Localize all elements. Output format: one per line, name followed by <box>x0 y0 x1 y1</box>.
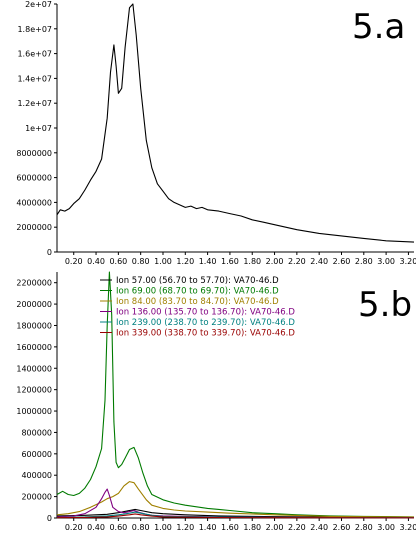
panel-b-legend: Ion 57.00 (56.70 to 57.70): VA70-46.DIon… <box>100 276 295 339</box>
panel-a-chart: 0 2000000 4000000 6000000 8000000 1e+07 1.2e+0… <box>16 0 416 266</box>
y-tick-label: 1800000 <box>16 321 52 330</box>
x-tick-label: 0.80 <box>132 523 150 532</box>
y-tick-label: 2000000 <box>16 223 52 232</box>
x-tick-label: 2.20 <box>288 257 306 266</box>
x-tick-label: 1.40 <box>199 523 217 532</box>
x-tick-label: 0.20 <box>65 257 83 266</box>
y-tick-label: 400000 <box>21 471 52 480</box>
panel-b-label: 5.b <box>358 285 412 325</box>
y-tick-label: 2e+07 <box>25 0 52 9</box>
legend-entry: Ion 339.00 (338.70 to 339.70): VA70-46.D <box>116 329 295 339</box>
y-tick-label: 1.6e+07 <box>17 50 52 59</box>
x-tick-label: 1.40 <box>199 257 217 266</box>
x-tick-label: 2.20 <box>288 523 306 532</box>
y-tick-label: 0 <box>47 248 52 257</box>
x-tick-label: 2.80 <box>355 523 373 532</box>
x-tick-label: 1.00 <box>154 523 172 532</box>
x-tick-label: 1.60 <box>221 523 239 532</box>
y-tick-label: 1.2e+07 <box>17 99 52 108</box>
x-tick-label: 2.00 <box>266 257 284 266</box>
x-tick-label: 2.00 <box>266 523 284 532</box>
series-line-3 <box>56 481 415 518</box>
panel-a-x-ticks: 0.20 0.40 0.60 0.80 1.00 1.20 1.40 1.60 1.80 2.00… <box>65 252 416 266</box>
series-line-1 <box>56 508 415 519</box>
y-tick-label: 1e+07 <box>25 124 52 133</box>
x-tick-label: 0.40 <box>87 523 105 532</box>
x-tick-label: 0.60 <box>109 257 127 266</box>
panel-a-y-ticks: 0 2000000 4000000 6000000 8000000 1e+07 1.2e+0… <box>16 0 57 257</box>
x-tick-label: 2.80 <box>355 257 373 266</box>
x-tick-label: 1.60 <box>221 257 239 266</box>
x-tick-label: 1.20 <box>176 257 194 266</box>
x-tick-label: 0.80 <box>132 257 150 266</box>
y-tick-label: 0 <box>47 514 52 523</box>
y-tick-label: 1.8e+07 <box>17 25 52 34</box>
legend-entry: Ion 69.00 (68.70 to 69.70): VA70-46.D <box>116 287 279 297</box>
y-tick-label: 4000000 <box>16 198 52 207</box>
x-tick-label: 1.00 <box>154 257 172 266</box>
series-line-2 <box>56 271 415 518</box>
y-tick-label: 1.4e+07 <box>17 74 52 83</box>
x-tick-label: 2.40 <box>310 257 328 266</box>
y-tick-label: 6000000 <box>16 174 52 183</box>
y-tick-label: 1600000 <box>16 343 52 352</box>
legend-entry: Ion 84.00 (83.70 to 84.70): VA70-46.D <box>116 297 279 307</box>
y-tick-label: 1000000 <box>16 407 52 416</box>
panel-a-label: 5.a <box>352 7 405 47</box>
y-tick-label: 800000 <box>21 428 52 437</box>
y-tick-label: 1200000 <box>16 386 52 395</box>
x-tick-label: 1.20 <box>176 523 194 532</box>
x-tick-label: 1.80 <box>243 523 261 532</box>
legend-entry: Ion 239.00 (238.70 to 239.70): VA70-46.D <box>116 318 295 328</box>
x-tick-label: 2.60 <box>333 523 351 532</box>
x-tick-label: 3.20 <box>400 523 416 532</box>
x-tick-label: 3.20 <box>400 257 416 266</box>
series-line-6 <box>56 513 415 519</box>
panel-b-chart: 0 200000 400000 600000 800000 1000000 1200000 1… <box>16 271 416 532</box>
x-tick-label: 2.40 <box>310 523 328 532</box>
y-tick-label: 2200000 <box>16 279 52 288</box>
x-tick-label: 0.60 <box>109 523 127 532</box>
x-tick-label: 1.80 <box>243 257 261 266</box>
y-tick-label: 200000 <box>21 493 52 502</box>
y-tick-label: 1400000 <box>16 364 52 373</box>
series-line-1 <box>56 3 415 243</box>
x-tick-label: 0.40 <box>87 257 105 266</box>
x-tick-label: 0.20 <box>65 523 83 532</box>
panel-b-x-ticks: 0.20 0.40 0.60 0.80 1.00 1.20 1.40 1.60 1.80 2.00… <box>65 518 416 532</box>
panel-b-y-ticks: 0 200000 400000 600000 800000 1000000 1200000 1… <box>16 279 57 523</box>
y-tick-label: 600000 <box>21 450 52 459</box>
y-tick-label: 8000000 <box>16 149 52 158</box>
x-tick-label: 3.00 <box>377 523 395 532</box>
x-tick-label: 3.00 <box>377 257 395 266</box>
legend-entry: Ion 57.00 (56.70 to 57.70): VA70-46.D <box>116 276 279 286</box>
panel-b-series <box>56 271 415 519</box>
x-tick-label: 2.60 <box>333 257 351 266</box>
legend-entry: Ion 136.00 (135.70 to 136.70): VA70-46.D <box>116 308 295 318</box>
y-tick-label: 2000000 <box>16 300 52 309</box>
panel-a-series <box>56 3 415 243</box>
